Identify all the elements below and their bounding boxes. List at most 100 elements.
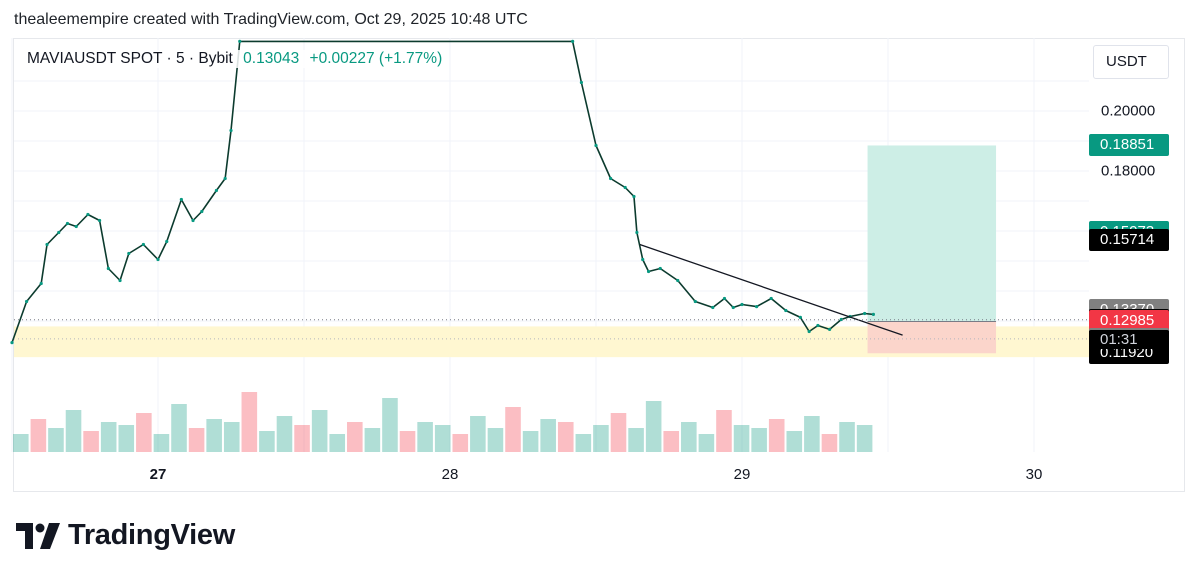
volume-bar: [610, 413, 627, 452]
chart-credit: thealeemempire created with TradingView.…: [14, 11, 528, 28]
volume-bar: [505, 407, 521, 452]
volume-bar: [751, 428, 767, 452]
volume-bar: [628, 428, 644, 452]
price-point: [127, 251, 131, 256]
price-label: 0.15714: [1089, 228, 1169, 251]
volume-bar: [557, 422, 574, 452]
volume-bar: [171, 404, 187, 452]
volume-bar: [821, 434, 838, 452]
volume-bar: [347, 422, 363, 452]
volume-bar: [83, 431, 99, 452]
volume-bar: [294, 425, 310, 452]
symbol-legend[interactable]: MAVIAUSDT SPOT · 5 · Bybit 0.13043 +0.00…: [25, 50, 445, 68]
chart-overlays: [14, 243, 1089, 340]
price-point: [45, 242, 49, 247]
price-point: [816, 323, 820, 328]
volume-bar: [100, 422, 117, 452]
price-point: [165, 239, 169, 244]
price-point: [722, 296, 727, 301]
volume-bar: [13, 434, 29, 452]
price-change: +0.00227 (+1.77%): [309, 50, 443, 67]
time-tick-label: 27: [149, 466, 167, 483]
volume-bar: [153, 434, 170, 452]
price-label: 0.18851: [1089, 134, 1169, 157]
price-point: [863, 311, 867, 316]
price-point: [65, 221, 70, 226]
volume-bar: [399, 431, 416, 452]
price-point: [635, 230, 639, 235]
volume-bar: [118, 425, 135, 452]
price-point: [807, 329, 811, 334]
target-zone: [867, 145, 997, 322]
chart-frame: [13, 38, 1185, 492]
price-point: [784, 308, 788, 313]
volume-bar: [417, 422, 433, 452]
price-point: [141, 242, 145, 247]
price-point: [798, 315, 803, 319]
volume-bar: [434, 425, 451, 452]
price-point: [594, 143, 598, 148]
volume-bar: [540, 419, 556, 452]
price-point: [641, 257, 645, 262]
volume-bar: [48, 428, 64, 452]
volume-bar: [645, 401, 662, 452]
price-point: [229, 128, 233, 133]
volume-bar: [470, 416, 486, 452]
volume-bar: [452, 434, 469, 452]
volume-bar: [30, 419, 47, 452]
price-point: [646, 269, 651, 274]
symbol-info: MAVIAUSDT SPOT · 5 · Bybit: [27, 50, 233, 67]
price-point: [25, 299, 29, 304]
volume-bars: [13, 392, 873, 452]
volume-bar: [259, 431, 275, 452]
price-point: [74, 224, 78, 229]
price-point: [871, 312, 876, 316]
price-point: [200, 209, 204, 214]
volume-bar: [188, 428, 205, 452]
price-point: [191, 218, 195, 223]
price-point: [769, 296, 773, 301]
volume-bar: [382, 398, 398, 452]
price-point: [755, 305, 759, 309]
volume-bar: [311, 410, 328, 452]
price-point: [609, 176, 613, 181]
price-point: [828, 327, 832, 331]
price-point: [214, 188, 218, 193]
volume-bar: [839, 422, 855, 452]
tradingview-logo-icon: [16, 522, 60, 549]
price-point: [579, 80, 584, 85]
price-point: [86, 212, 90, 217]
volume-bar: [663, 431, 680, 452]
volume-bar: [329, 434, 346, 452]
price-line: [11, 40, 874, 343]
price-point: [658, 266, 662, 271]
grid-lines: [11, 38, 1089, 452]
volume-bar: [206, 419, 222, 452]
currency-selector[interactable]: USDT: [1093, 45, 1169, 79]
zones: [14, 145, 1089, 358]
volume-bar: [241, 392, 258, 452]
price-point: [179, 197, 183, 202]
price-point: [676, 278, 680, 283]
volume-bar: [681, 422, 697, 452]
volume-bar: [698, 434, 715, 452]
price-point: [623, 185, 627, 190]
time-tick-label: 30: [1025, 466, 1043, 483]
bar-countdown: 01:31: [1089, 330, 1169, 349]
volume-bar: [223, 422, 240, 452]
price-point: [731, 305, 735, 310]
time-tick-label: 29: [733, 466, 751, 483]
time-tick-label: 28: [441, 466, 459, 483]
volume-bar: [733, 425, 750, 452]
volume-bar: [276, 416, 293, 452]
price-series: [10, 39, 876, 345]
volume-bar: [856, 425, 873, 452]
volume-bar: [716, 410, 732, 452]
volume-bar: [65, 410, 82, 452]
volume-bar: [786, 431, 803, 452]
price-point: [156, 257, 160, 262]
brand-name: TradingView: [68, 519, 235, 551]
price-tick-label: 0.18000: [1101, 162, 1156, 180]
price-point: [571, 39, 575, 44]
